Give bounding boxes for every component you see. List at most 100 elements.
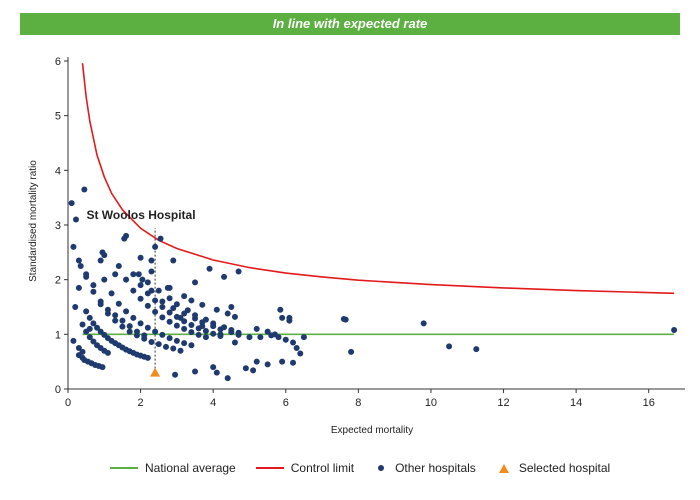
hospital-point (70, 243, 77, 250)
hospital-point (104, 306, 111, 313)
legend-other-hospitals: Other hospitals (374, 461, 476, 475)
x-tick-label: 14 (570, 397, 582, 409)
hospital-point (97, 257, 104, 264)
hospital-point (300, 334, 307, 341)
hospital-point (75, 257, 82, 264)
hospital-point (126, 323, 133, 330)
hospital-point (290, 359, 297, 366)
hospital-point (90, 320, 97, 327)
control-limit-line (81, 63, 675, 295)
hospital-point (166, 335, 173, 342)
hospital-point (86, 314, 93, 321)
hospital-point (217, 331, 224, 338)
hospital-point (188, 297, 195, 304)
hospital-point (250, 367, 257, 374)
y-tick-label: 5 (55, 111, 61, 123)
hospital-point (148, 338, 155, 345)
hospital-point (130, 314, 137, 321)
hospital-point (188, 342, 195, 349)
hospital-point (173, 301, 180, 308)
y-axis-label: Standardised mortality ratio (28, 160, 39, 282)
hospital-point (159, 304, 166, 310)
hospital-point (228, 329, 235, 336)
hospital-point (83, 308, 90, 315)
hospital-point (286, 314, 293, 321)
hospital-point (166, 309, 173, 316)
y-tick-label: 2 (55, 275, 61, 287)
hospital-point (119, 323, 126, 330)
legend-national-average: National average (110, 461, 236, 475)
legend-label: Control limit (290, 461, 355, 475)
hospital-point (173, 337, 180, 344)
hospital-point (155, 341, 162, 348)
hospital-point (75, 345, 82, 351)
hospital-point (152, 297, 159, 304)
hospital-point (79, 321, 86, 328)
hospital-point (144, 279, 151, 286)
hospital-point (282, 336, 289, 343)
hospital-point (210, 323, 217, 330)
hospital-point (104, 349, 111, 356)
hospital-point (181, 293, 188, 300)
hospital-point (264, 328, 271, 335)
hospital-point (159, 298, 166, 305)
hospital-point (77, 263, 84, 269)
hospital-point (144, 302, 151, 309)
selected-hospital-point (150, 367, 161, 377)
hospital-point (130, 271, 137, 278)
hospital-point (137, 295, 144, 302)
hospital-point (148, 257, 155, 264)
chart-marks (68, 63, 678, 382)
hospital-point (213, 369, 220, 376)
hospital-point (115, 263, 122, 269)
hospital-point (123, 276, 130, 283)
hospital-point (181, 340, 188, 347)
hospital-point (70, 337, 77, 344)
hospital-point (90, 282, 97, 289)
hospital-point (162, 343, 169, 350)
hospital-point (293, 345, 300, 351)
hospital-point (108, 290, 115, 297)
hospital-point (144, 324, 151, 331)
hospital-point (135, 271, 142, 278)
hospital-point (126, 328, 133, 335)
hospital-point (192, 368, 199, 375)
y-tick-label: 4 (55, 165, 61, 177)
hospital-point (164, 284, 171, 291)
hospital-point (144, 354, 151, 361)
hospital-point (279, 314, 286, 321)
hospital-point (264, 361, 271, 368)
hospital-point (231, 339, 238, 346)
hospital-point (112, 271, 119, 278)
hospital-point (473, 346, 480, 353)
hospital-point (139, 276, 146, 283)
hospital-point (86, 334, 93, 341)
x-tick-label: 0 (65, 397, 71, 409)
x-tick-label: 8 (355, 397, 361, 409)
hospital-point (221, 273, 228, 280)
hospital-point (170, 345, 177, 352)
hospital-point (130, 287, 137, 294)
hospital-point (257, 334, 264, 341)
hospital-point (81, 186, 88, 193)
chart-legend: National average Control limit Other hos… (110, 459, 630, 477)
hospital-point (188, 322, 195, 329)
hospital-point (188, 329, 195, 336)
hospital-point (137, 282, 144, 289)
hospital-point (101, 276, 108, 283)
hospital-point (181, 310, 188, 317)
hospital-point (83, 273, 90, 280)
hospital-point (137, 254, 144, 261)
hospital-point (192, 315, 199, 322)
hospital-point (192, 279, 199, 286)
x-axis-label: Expected mortality (331, 425, 413, 436)
hospital-point (279, 358, 286, 365)
hospital-annotation: St Woolos Hospital (86, 208, 195, 222)
legend-label: Selected hospital (518, 461, 611, 475)
hospital-point (348, 348, 355, 355)
legend-line-icon (110, 467, 138, 469)
hospital-point (90, 338, 97, 345)
x-tick-label: 4 (210, 397, 216, 409)
hospital-point (155, 287, 162, 294)
hospital-point (121, 235, 128, 242)
